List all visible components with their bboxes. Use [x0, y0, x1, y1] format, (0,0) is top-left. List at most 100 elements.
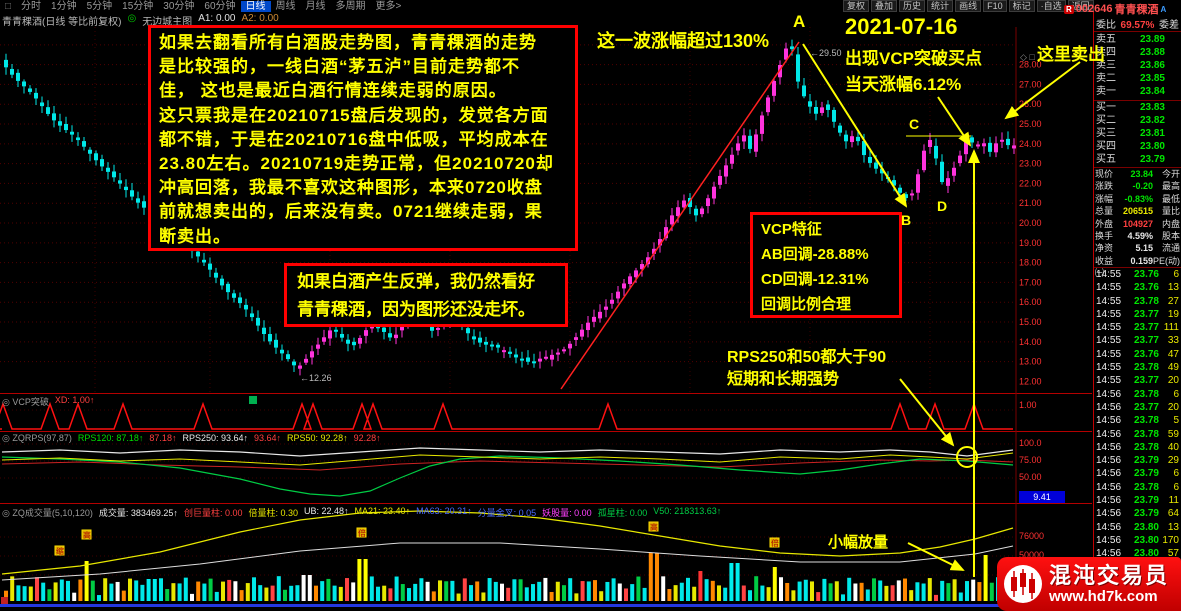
annotation-lines	[560, 41, 1081, 577]
tab-30分钟[interactable]: 30分钟	[163, 1, 195, 12]
toolbar-button-标记[interactable]: 标记	[1008, 0, 1035, 12]
toolbar-button-历史[interactable]: 历史	[899, 0, 926, 12]
marker-c: C	[909, 116, 920, 132]
trade-time: 14:55	[1096, 308, 1122, 320]
window-icon[interactable]: □	[5, 1, 12, 12]
info-right-label: 内盘	[1161, 218, 1180, 229]
trade-price: 23.80	[1133, 548, 1159, 560]
ask-row[interactable]: 卖四 23.88	[1094, 46, 1181, 59]
rps-panel-label[interactable]: ◎ ZQRPS(97,87) RPS120: 87.18↑ 87.18↑ RPS25…	[2, 433, 381, 444]
trade-price: 23.79	[1133, 508, 1159, 520]
svg-text:14.00: 14.00	[1019, 337, 1042, 347]
info-label: 外盘	[1095, 218, 1114, 229]
outlook-note-box: 如果白酒产生反弹，我仍然看好 青青稞酒，因为图形还没走坏。	[284, 263, 568, 327]
bid-row[interactable]: 买四 23.80	[1094, 140, 1181, 153]
info-value: 23.84	[1130, 169, 1153, 179]
vcp-feature-box: VCP特征 AB回调-28.88% CD回调-12.31% 回调比例合理	[750, 212, 902, 318]
trade-volume: 33	[1167, 335, 1179, 347]
rps-strength-annotation-2: 短期和长期强势	[727, 371, 840, 388]
indicator-dot-icon: ◎	[127, 13, 137, 24]
vcp-indicator-line	[0, 401, 1013, 430]
trade-volume: 20	[1167, 375, 1179, 387]
indicator-output: 87.18↑	[149, 433, 177, 443]
info-value: 206515	[1122, 206, 1153, 217]
tab-多周期[interactable]: 多周期	[335, 1, 366, 12]
toolbar-button-叠加[interactable]: 叠加	[871, 0, 898, 12]
buy-signal-annotation: 出现VCP突破买点	[845, 49, 982, 68]
bid-level-label: 买三	[1096, 128, 1116, 139]
trade-volume: 27	[1167, 295, 1179, 307]
bid-ladder: 买一 23.83 买二 23.82 买三 23.81 买四 23.80 买五 23.79	[1094, 100, 1181, 166]
bid-row[interactable]: 买五 23.79	[1094, 153, 1181, 166]
trade-volume: 64	[1167, 508, 1179, 520]
volume-panel-label[interactable]: ◎ ZQ成交量(5,10,120) 成交量: 383469.25↑ 创巨量柱: 0…	[2, 506, 721, 519]
tab-周线[interactable]: 周线	[275, 1, 296, 12]
trade-price: 23.77	[1133, 401, 1159, 413]
tab-15分钟[interactable]: 15分钟	[122, 1, 154, 12]
tab-1分钟[interactable]: 1分钟	[51, 1, 77, 12]
info-label: 收益㈠	[1095, 255, 1114, 279]
trade-time: 14:56	[1096, 401, 1122, 413]
trade-volume: 6	[1173, 269, 1179, 280]
trade-row: 14:56 23.79 6	[1094, 467, 1181, 480]
bottom-left-marker	[1, 597, 8, 604]
svg-text:高: 高	[83, 530, 91, 540]
bid-level-label: 买五	[1096, 154, 1116, 165]
tab-分时[interactable]: 分时	[21, 1, 42, 12]
ask-row[interactable]: 卖五 23.89	[1094, 33, 1181, 46]
ask-row[interactable]: 卖二 23.85	[1094, 72, 1181, 85]
info-label: 涨幅	[1095, 193, 1114, 204]
indicator-output: RPS250: 93.64↑	[182, 433, 248, 443]
trade-time: 14:55	[1096, 375, 1122, 387]
bid-row[interactable]: 买一 23.83	[1094, 101, 1181, 114]
bid-row[interactable]: 买二 23.82	[1094, 114, 1181, 127]
info-label: 总量	[1095, 206, 1114, 217]
info-right-label: 量比	[1161, 206, 1180, 217]
toolbar-button-画线[interactable]: 画线	[955, 0, 982, 12]
ask-level-label: 卖二	[1096, 73, 1116, 84]
tab-60分钟[interactable]: 60分钟	[204, 1, 236, 12]
trade-price: 23.79	[1133, 495, 1159, 507]
vcp-panel-label[interactable]: ◎ VCP突破 XD: 1.00↑	[2, 395, 94, 408]
quote-info-row: 收益㈠ 0.159 PE(动)	[1094, 255, 1181, 279]
indicator-output: 92.28↑	[353, 433, 381, 443]
trade-row: 14:55 23.78 49	[1094, 361, 1181, 374]
trade-price: 23.77	[1133, 308, 1159, 320]
trade-price: 23.78	[1133, 441, 1159, 453]
volume-indicator-name: ◎ ZQ成交量(5,10,120)	[2, 508, 93, 518]
svg-text:16.00: 16.00	[1019, 297, 1042, 307]
ask-row[interactable]: 卖三 23.86	[1094, 59, 1181, 72]
tab-更多>[interactable]: 更多>	[375, 1, 402, 12]
trade-volume: 11	[1168, 495, 1179, 507]
toolbar-button-F10[interactable]: F10	[983, 0, 1007, 12]
indicator-output: 妖股量: 0.00	[542, 508, 592, 518]
info-right-label: 最高	[1161, 181, 1180, 192]
price-axis-labels: 28.00 27.00 26.00 25.00 24.00 23.00 22.00 21.00…	[1019, 60, 1065, 560]
svg-text:50.00: 50.00	[1019, 472, 1042, 482]
tab-日线[interactable]: 日线	[240, 1, 271, 12]
svg-text:23.00: 23.00	[1019, 159, 1042, 169]
svg-text:24.00: 24.00	[1019, 139, 1042, 149]
chart-corner-icons[interactable]: ◇ □	[1020, 52, 1035, 62]
indicator-output: V50: 218313.63↑	[653, 506, 722, 516]
toolbar-button-统计[interactable]: 统计	[927, 0, 954, 12]
peak-price-label: ←29.50	[810, 48, 842, 58]
stock-label[interactable]: R 002646 青青稞酒 A	[1064, 1, 1166, 17]
main-indicator-name[interactable]: 无边城主图	[142, 17, 193, 28]
tab-5分钟[interactable]: 5分钟	[86, 1, 113, 12]
indicator-output: 成交量: 383469.25↑	[98, 508, 178, 518]
a2-value: A2: 0.00	[241, 13, 279, 24]
toolbar-button-·自选[interactable]: ·自选	[1036, 0, 1066, 12]
trade-row: 14:55 23.77 111	[1094, 321, 1181, 334]
tick-trades-list: 14:55 23.76 6 14:55 23.76 13 14:55 23.78 27 14:55…	[1094, 267, 1181, 561]
trade-time: 14:56	[1096, 481, 1122, 493]
info-right-label: 股本	[1161, 230, 1180, 241]
tab-月线[interactable]: 月线	[305, 1, 326, 12]
marker-b: B	[901, 212, 912, 228]
bid-row[interactable]: 买三 23.81	[1094, 127, 1181, 140]
ask-row[interactable]: 卖一 23.84	[1094, 85, 1181, 98]
info-value: 104927	[1122, 218, 1153, 229]
toolbar-button-复权[interactable]: 复权	[843, 0, 870, 12]
bid-price: 23.82	[1139, 115, 1165, 126]
trade-volume: 59	[1167, 428, 1179, 440]
